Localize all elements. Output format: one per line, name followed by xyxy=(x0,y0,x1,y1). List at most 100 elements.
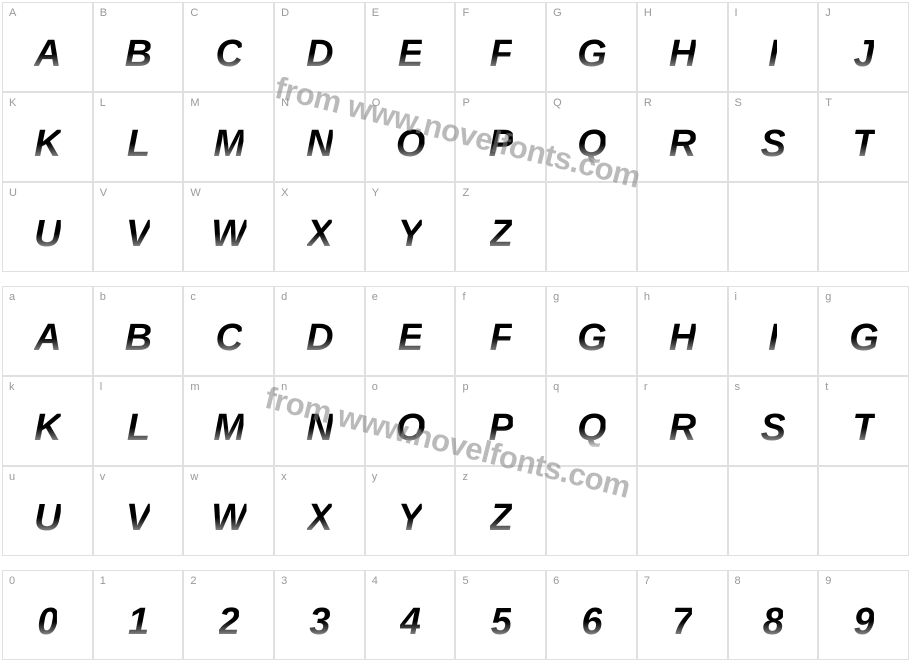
glyph-cell xyxy=(818,466,909,556)
glyph-cell[interactable]: II xyxy=(728,2,819,92)
glyph-cell[interactable]: UU xyxy=(2,182,93,272)
glyph-cell[interactable]: YY xyxy=(365,182,456,272)
glyph-cell[interactable]: zZ xyxy=(455,466,546,556)
glyph-cell[interactable]: xX xyxy=(274,466,365,556)
cell-glyph: T xyxy=(852,409,874,447)
glyph-cell[interactable]: 44 xyxy=(365,570,456,660)
cell-glyph: Q xyxy=(577,125,606,163)
cell-label: p xyxy=(462,381,468,393)
cell-label: s xyxy=(735,381,741,393)
cell-label: X xyxy=(281,187,288,199)
glyph-cell[interactable]: bB xyxy=(93,286,184,376)
charmap-row: KKLLMMNNOOPPQQRRSSTT xyxy=(2,92,909,182)
glyph-cell[interactable]: oO xyxy=(365,376,456,466)
charmap-row: AABBCCDDEEFFGGHHIIJJ xyxy=(2,2,909,92)
cell-glyph: Q xyxy=(577,409,606,447)
glyph-cell[interactable]: gG xyxy=(546,286,637,376)
glyph-cell[interactable]: cC xyxy=(183,286,274,376)
glyph-cell[interactable]: BB xyxy=(93,2,184,92)
glyph-cell[interactable]: LL xyxy=(93,92,184,182)
cell-glyph: P xyxy=(489,409,513,447)
glyph-cell[interactable]: 22 xyxy=(183,570,274,660)
glyph-cell[interactable]: rR xyxy=(637,376,728,466)
glyph-cell[interactable]: eE xyxy=(365,286,456,376)
glyph-cell[interactable]: FF xyxy=(455,2,546,92)
cell-label: 0 xyxy=(9,575,15,587)
cell-label: h xyxy=(644,291,650,303)
spacer-cell xyxy=(818,272,909,286)
charmap-row: 00112233445566778899 xyxy=(2,570,909,660)
spacer-cell xyxy=(365,272,456,286)
glyph-cell[interactable]: CC xyxy=(183,2,274,92)
cell-glyph: S xyxy=(761,409,785,447)
glyph-cell[interactable]: SS xyxy=(728,92,819,182)
glyph-cell[interactable]: 99 xyxy=(818,570,909,660)
glyph-cell[interactable]: MM xyxy=(183,92,274,182)
glyph-cell[interactable]: vV xyxy=(93,466,184,556)
cell-label: B xyxy=(100,7,107,19)
glyph-cell xyxy=(546,182,637,272)
glyph-cell[interactable]: ZZ xyxy=(455,182,546,272)
cell-label: Q xyxy=(553,97,562,109)
glyph-cell[interactable]: RR xyxy=(637,92,728,182)
cell-label: a xyxy=(9,291,15,303)
glyph-cell[interactable]: gG xyxy=(818,286,909,376)
spacer-cell xyxy=(2,556,93,570)
glyph-cell[interactable]: TT xyxy=(818,92,909,182)
cell-glyph: T xyxy=(852,125,874,163)
glyph-cell[interactable]: QQ xyxy=(546,92,637,182)
glyph-cell[interactable]: 11 xyxy=(93,570,184,660)
cell-label: q xyxy=(553,381,559,393)
cell-label: E xyxy=(372,7,379,19)
glyph-cell[interactable]: HH xyxy=(637,2,728,92)
cell-glyph: U xyxy=(34,215,60,253)
glyph-cell[interactable]: pP xyxy=(455,376,546,466)
cell-glyph: D xyxy=(306,35,332,73)
glyph-cell[interactable]: nN xyxy=(274,376,365,466)
glyph-cell[interactable]: XX xyxy=(274,182,365,272)
glyph-cell[interactable]: OO xyxy=(365,92,456,182)
glyph-cell[interactable]: VV xyxy=(93,182,184,272)
glyph-cell[interactable]: PP xyxy=(455,92,546,182)
glyph-cell[interactable]: iI xyxy=(728,286,819,376)
glyph-cell[interactable]: sS xyxy=(728,376,819,466)
glyph-cell[interactable]: DD xyxy=(274,2,365,92)
glyph-cell[interactable]: aA xyxy=(2,286,93,376)
cell-label: 7 xyxy=(644,575,650,587)
glyph-cell[interactable]: qQ xyxy=(546,376,637,466)
glyph-cell[interactable]: kK xyxy=(2,376,93,466)
cell-label: 9 xyxy=(825,575,831,587)
glyph-cell[interactable]: GG xyxy=(546,2,637,92)
cell-glyph: Y xyxy=(398,215,422,253)
glyph-cell[interactable]: hH xyxy=(637,286,728,376)
cell-label: g xyxy=(553,291,559,303)
cell-glyph: G xyxy=(577,319,606,357)
cell-label: R xyxy=(644,97,652,109)
glyph-cell[interactable]: wW xyxy=(183,466,274,556)
cell-glyph: W xyxy=(211,499,246,537)
glyph-cell[interactable]: 88 xyxy=(728,570,819,660)
glyph-cell[interactable]: 66 xyxy=(546,570,637,660)
cell-label: U xyxy=(9,187,17,199)
glyph-cell[interactable]: EE xyxy=(365,2,456,92)
glyph-cell[interactable]: 77 xyxy=(637,570,728,660)
glyph-cell[interactable]: AA xyxy=(2,2,93,92)
glyph-cell[interactable]: dD xyxy=(274,286,365,376)
glyph-cell[interactable]: NN xyxy=(274,92,365,182)
glyph-cell[interactable]: lL xyxy=(93,376,184,466)
glyph-cell[interactable]: 55 xyxy=(455,570,546,660)
cell-label: H xyxy=(644,7,652,19)
glyph-cell[interactable]: 00 xyxy=(2,570,93,660)
glyph-cell[interactable]: JJ xyxy=(818,2,909,92)
glyph-cell[interactable]: KK xyxy=(2,92,93,182)
glyph-cell[interactable]: mM xyxy=(183,376,274,466)
glyph-cell[interactable]: yY xyxy=(365,466,456,556)
glyph-cell[interactable]: 33 xyxy=(274,570,365,660)
glyph-cell[interactable]: WW xyxy=(183,182,274,272)
cell-label: N xyxy=(281,97,289,109)
glyph-cell[interactable]: uU xyxy=(2,466,93,556)
glyph-cell[interactable]: tT xyxy=(818,376,909,466)
glyph-cell[interactable]: fF xyxy=(455,286,546,376)
cell-label: V xyxy=(100,187,107,199)
cell-glyph: 6 xyxy=(581,603,601,641)
